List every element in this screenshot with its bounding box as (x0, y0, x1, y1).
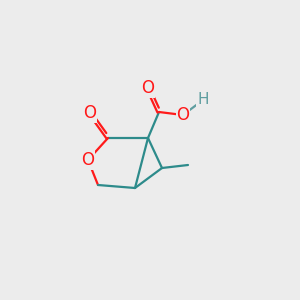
Text: O: O (82, 151, 94, 169)
Text: O: O (142, 79, 154, 97)
Text: O: O (83, 104, 97, 122)
Text: O: O (176, 106, 190, 124)
Text: H: H (197, 92, 209, 107)
